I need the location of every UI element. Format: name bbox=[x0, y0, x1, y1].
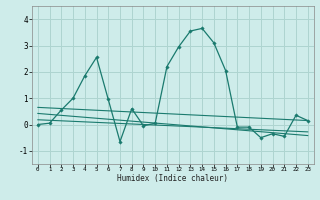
X-axis label: Humidex (Indice chaleur): Humidex (Indice chaleur) bbox=[117, 174, 228, 183]
